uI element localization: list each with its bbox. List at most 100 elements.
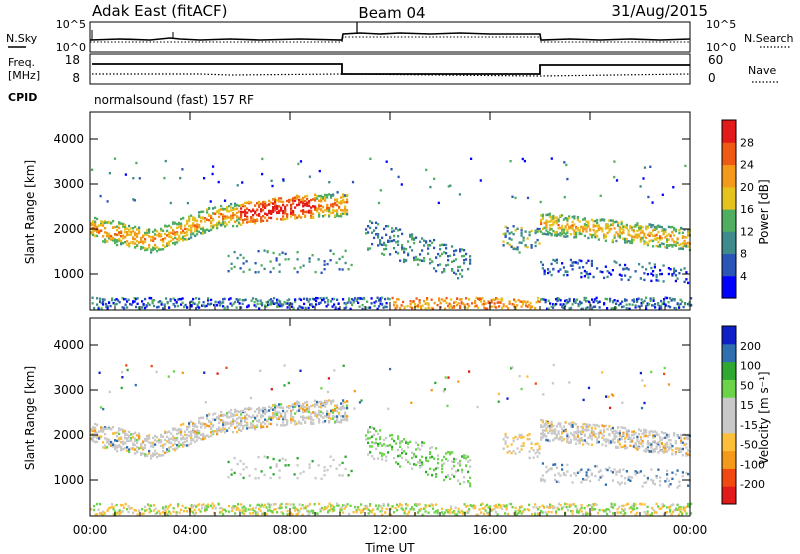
velocity-data-cell: [236, 422, 239, 425]
velocity-data-cell: [188, 434, 191, 437]
power-data-cell: [234, 300, 237, 304]
power-data-cell: [685, 242, 688, 245]
velocity-data-cell: [575, 423, 578, 426]
power-data-cell: [256, 208, 259, 211]
power-data-cell: [545, 219, 548, 222]
velocity-data-cell: [300, 407, 303, 410]
velocity-data-cell: [232, 418, 235, 421]
velocity-data-cell: [102, 426, 105, 430]
velocity-data-cell: [194, 433, 197, 436]
velocity-data-cell: [384, 511, 387, 514]
power-data-cell: [597, 227, 600, 231]
velocity-data-cell: [196, 439, 199, 442]
power-data-cell: [624, 298, 627, 301]
power-data-cell: [377, 244, 380, 247]
power-data-cell: [344, 249, 347, 252]
power-data-cell: [646, 233, 649, 236]
velocity-data-cell: [132, 443, 135, 446]
velocity-data-cell: [188, 423, 191, 427]
power-data-cell: [318, 169, 321, 173]
power-data-cell: [250, 210, 253, 213]
velocity-data-cell: [332, 399, 335, 402]
power-data-cell: [397, 235, 400, 238]
power-data-cell: [108, 237, 111, 240]
power-data-cell: [134, 242, 137, 245]
velocity-data-cell: [199, 510, 202, 513]
power-data-cell: [332, 205, 335, 208]
power-data-cell: [592, 305, 595, 309]
power-data-cell: [222, 298, 225, 301]
velocity-data-cell: [248, 408, 251, 411]
power-data-cell: [520, 234, 523, 237]
velocity-data-cell: [379, 436, 382, 439]
velocity-data-cell: [569, 422, 572, 425]
velocity-data-cell: [192, 438, 195, 441]
velocity-data-cell: [314, 413, 317, 416]
power-data-cell: [290, 205, 293, 208]
velocity-data-cell: [624, 444, 627, 447]
velocity-data-cell: [282, 512, 285, 515]
velocity-data-cell: [193, 508, 196, 512]
power-data-cell: [196, 225, 199, 228]
velocity-data-cell: [198, 508, 201, 511]
power-data-cell: [345, 306, 348, 309]
velocity-data-cell: [561, 507, 564, 510]
velocity-data-cell: [580, 432, 583, 435]
velocity-data-cell: [237, 503, 240, 506]
power-data-cell: [568, 307, 571, 310]
velocity-data-cell: [96, 436, 99, 440]
power-data-cell: [122, 234, 125, 237]
power-data-cell: [261, 157, 264, 161]
power-data-cell: [594, 230, 597, 233]
velocity-data-cell: [375, 441, 378, 444]
power-data-cell: [568, 299, 571, 303]
velocity-data-cell: [338, 463, 341, 467]
power-data-cell: [429, 244, 432, 247]
power-data-cell: [223, 307, 226, 310]
power-data-cell: [148, 246, 151, 249]
velocity-data-cell: [582, 443, 585, 446]
velocity-data-cell: [687, 453, 690, 456]
velocity-data-cell: [326, 402, 329, 405]
power-data-cell: [258, 201, 261, 205]
power-data-cell: [490, 305, 493, 308]
power-data-cell: [169, 298, 172, 301]
power-data-cell: [206, 211, 209, 214]
power-data-cell: [373, 304, 376, 308]
power-data-cell: [360, 297, 363, 300]
power-data-cell: [569, 225, 572, 228]
velocity-data-cell: [223, 508, 226, 512]
velocity-data-cell: [453, 511, 456, 514]
power-data-cell: [98, 231, 101, 234]
power-data-cell: [364, 307, 367, 310]
velocity-data-cell: [138, 435, 141, 438]
velocity-data-cell: [561, 463, 564, 467]
velocity-data-cell: [166, 507, 169, 510]
power-data-cell: [357, 297, 360, 300]
velocity-data-cell: [387, 451, 390, 454]
power-data-cell: [378, 305, 381, 308]
velocity-data-cell: [289, 511, 292, 515]
power-data-cell: [547, 271, 550, 275]
velocity-data-cell: [214, 418, 217, 422]
power-data-cell: [660, 242, 663, 245]
power-data-cell: [156, 230, 159, 233]
velocity-data-cell: [184, 430, 187, 433]
noise-left-tick-top: 10^5: [56, 18, 86, 31]
power-data-cell: [134, 246, 137, 249]
velocity-data-cell: [342, 504, 345, 507]
velocity-data-cell: [120, 511, 123, 514]
power-data-cell: [255, 305, 258, 308]
velocity-data-cell: [98, 437, 101, 440]
velocity-data-cell: [310, 417, 313, 421]
velocity-data-cell: [498, 503, 501, 506]
velocity-data-cell: [242, 409, 245, 412]
velocity-data-cell: [204, 508, 207, 512]
velocity-data-cell: [194, 424, 197, 428]
power-data-cell: [228, 216, 231, 219]
velocity-data-cell: [300, 507, 303, 510]
power-data-cell: [514, 247, 517, 251]
velocity-data-cell: [188, 443, 191, 446]
velocity-data-cell: [625, 470, 628, 473]
